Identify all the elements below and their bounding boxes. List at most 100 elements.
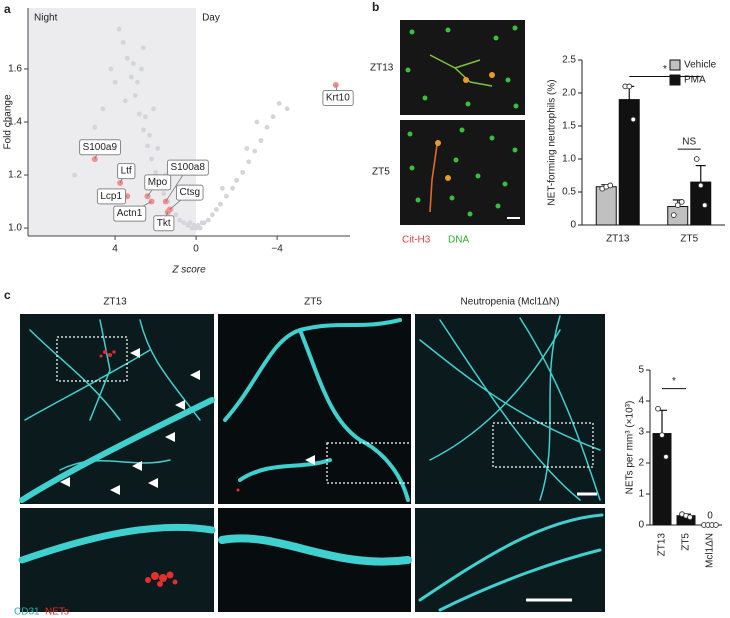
vessel (218, 534, 412, 566)
cell (108, 353, 112, 357)
cell (166, 571, 174, 579)
panel-label: c (4, 288, 11, 302)
cell (405, 67, 411, 73)
data-point (626, 83, 633, 90)
y-axis-label: NETs per mm³ (×10³) (625, 401, 636, 495)
cell (435, 140, 441, 146)
cell (505, 77, 511, 83)
stain-label: NETs (45, 607, 69, 618)
point (145, 143, 150, 149)
point (161, 191, 167, 196)
image (415, 314, 605, 504)
data-point (663, 453, 669, 460)
data-point (655, 405, 661, 412)
cell (513, 103, 519, 109)
x-axis-label: Z score (171, 265, 206, 276)
panel-label: b (372, 0, 379, 14)
cell (172, 579, 178, 585)
point (191, 222, 197, 228)
micrograph-c: ZT13 ZT5 Neutropenia (Mcl1ΔN) CD31 NETs (14, 297, 605, 618)
point (136, 111, 142, 117)
point (246, 159, 252, 165)
y-tick-label: 1.2 (8, 170, 22, 181)
point (217, 201, 223, 207)
image-row-label: ZT5 (372, 167, 390, 178)
point (130, 61, 136, 67)
cell (495, 203, 501, 209)
shape (56, 336, 128, 382)
point (120, 40, 126, 45)
label-box (175, 184, 204, 201)
point-label: Krt10 (326, 93, 350, 104)
label-box (79, 139, 122, 156)
image-row-label: ZT13 (370, 63, 394, 74)
point (254, 119, 260, 125)
point (187, 220, 193, 226)
vessel (18, 523, 216, 564)
shape (110, 485, 120, 495)
label-box (96, 188, 127, 205)
shape (60, 477, 70, 487)
point (173, 212, 179, 218)
point (143, 114, 148, 120)
point (141, 127, 146, 133)
vessel (24, 319, 201, 471)
image-column-label: Neutropenia (Mcl1ΔN) (461, 297, 560, 308)
net-strand (429, 144, 438, 213)
point (205, 217, 211, 223)
y-axis-label: Fold change (3, 94, 14, 149)
x-tick-label: Mcl1ΔN (705, 533, 716, 568)
point-label: Mpo (148, 177, 168, 188)
y-tick-label: 2.0 (562, 88, 576, 99)
y-tick-label: 1.6 (8, 64, 22, 75)
y-tick-label: 1.5 (562, 121, 576, 132)
cell (409, 165, 415, 171)
point (220, 185, 225, 191)
y-tick-label: 2 (638, 458, 644, 469)
point-label: Actn1 (117, 208, 143, 219)
point (213, 207, 219, 212)
cell (449, 195, 455, 201)
legend-swatch (669, 59, 681, 71)
x-tick-label: ZT13 (657, 533, 668, 557)
point (139, 66, 144, 72)
shape (190, 370, 200, 380)
point (209, 212, 215, 218)
cell (236, 488, 240, 492)
label-box (166, 159, 209, 176)
point (112, 79, 118, 85)
point (122, 98, 128, 104)
data-point (697, 182, 704, 189)
annotation: Night (34, 13, 58, 24)
y-tick-label: 0 (638, 520, 644, 531)
label-box (153, 215, 175, 232)
bar (618, 99, 640, 226)
point (240, 169, 246, 175)
image (20, 314, 214, 504)
point (199, 220, 205, 226)
y-tick-label: 1.0 (8, 223, 22, 234)
y-tick-label: 4 (638, 396, 644, 407)
cell (475, 173, 481, 179)
cell (489, 72, 495, 78)
data-point (701, 202, 708, 209)
cell (489, 135, 495, 141)
shape (305, 455, 315, 465)
point-label: Tkt (157, 218, 171, 229)
point (128, 74, 134, 80)
cell (512, 25, 518, 31)
image (20, 508, 214, 612)
point (276, 101, 282, 106)
micrograph-b: ZT13 ZT5 Cit-H3 DNA (370, 20, 525, 246)
stain-label: Cit-H3 (402, 235, 431, 246)
bar (667, 206, 689, 226)
image (400, 120, 525, 225)
point (141, 45, 146, 51)
shape (148, 478, 158, 488)
panel-label: a (4, 2, 11, 16)
vessel (19, 397, 215, 503)
point (284, 106, 290, 112)
cell (463, 77, 469, 83)
point (124, 55, 130, 61)
cell (422, 95, 428, 101)
